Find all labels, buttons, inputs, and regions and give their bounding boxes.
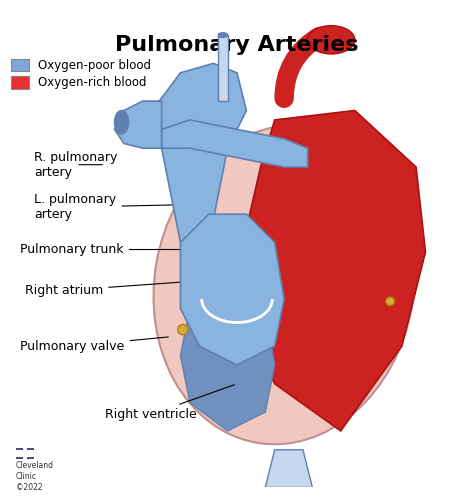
Ellipse shape	[308, 26, 355, 54]
Polygon shape	[162, 120, 308, 167]
Polygon shape	[218, 35, 228, 101]
Text: Pulmonary Arteries: Pulmonary Arteries	[115, 35, 359, 55]
Legend: Oxygen-poor blood, Oxygen-rich blood: Oxygen-poor blood, Oxygen-rich blood	[7, 55, 155, 93]
Polygon shape	[152, 64, 246, 242]
Ellipse shape	[178, 325, 188, 335]
Polygon shape	[265, 450, 312, 487]
Text: Pulmonary valve: Pulmonary valve	[20, 337, 168, 353]
Polygon shape	[181, 214, 284, 365]
FancyBboxPatch shape	[16, 448, 23, 450]
Text: R. pulmonary
artery: R. pulmonary artery	[35, 151, 118, 179]
FancyBboxPatch shape	[16, 457, 23, 459]
FancyBboxPatch shape	[27, 448, 35, 450]
Text: Cleveland
Clinic
©2022: Cleveland Clinic ©2022	[16, 461, 54, 492]
FancyArrowPatch shape	[284, 36, 319, 98]
Polygon shape	[237, 110, 426, 431]
Ellipse shape	[154, 125, 415, 444]
Text: Right atrium: Right atrium	[25, 280, 206, 297]
Ellipse shape	[115, 110, 128, 134]
Text: Right ventricle: Right ventricle	[105, 385, 234, 421]
Ellipse shape	[386, 297, 394, 305]
FancyBboxPatch shape	[27, 457, 35, 459]
Text: L. pulmonary
artery: L. pulmonary artery	[35, 193, 178, 221]
Polygon shape	[181, 280, 275, 431]
Polygon shape	[115, 101, 162, 148]
Ellipse shape	[218, 33, 228, 37]
Text: Pulmonary trunk: Pulmonary trunk	[20, 243, 197, 256]
